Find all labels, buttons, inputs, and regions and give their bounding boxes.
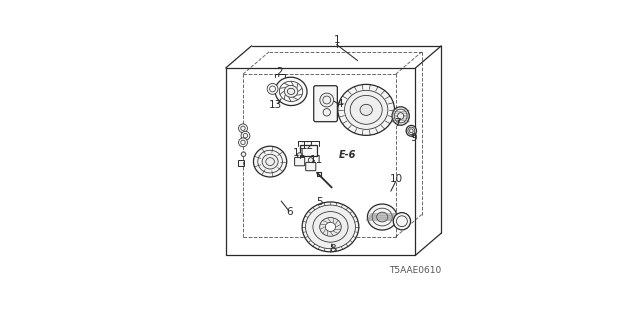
- Ellipse shape: [350, 95, 382, 124]
- Text: 5: 5: [316, 196, 323, 206]
- Ellipse shape: [406, 125, 417, 136]
- Text: 1: 1: [334, 35, 340, 45]
- Circle shape: [267, 84, 278, 94]
- Ellipse shape: [275, 77, 307, 106]
- FancyBboxPatch shape: [294, 157, 305, 166]
- Ellipse shape: [266, 158, 275, 165]
- Ellipse shape: [410, 129, 413, 133]
- Text: 9: 9: [410, 133, 417, 143]
- Text: 10: 10: [390, 174, 403, 184]
- Ellipse shape: [305, 205, 355, 249]
- Text: 4: 4: [337, 99, 343, 109]
- Text: 7: 7: [394, 118, 401, 128]
- Ellipse shape: [325, 222, 335, 231]
- Text: 13: 13: [269, 100, 282, 110]
- Text: 11: 11: [293, 148, 307, 158]
- Circle shape: [239, 138, 248, 147]
- Text: 6: 6: [286, 207, 293, 217]
- Text: 2: 2: [276, 67, 284, 77]
- Circle shape: [241, 131, 250, 140]
- Ellipse shape: [338, 84, 394, 135]
- Text: 8: 8: [330, 244, 336, 253]
- Circle shape: [297, 153, 302, 158]
- Ellipse shape: [253, 146, 287, 177]
- Text: E-6: E-6: [339, 150, 356, 160]
- Ellipse shape: [320, 218, 341, 236]
- Circle shape: [308, 158, 313, 163]
- Text: 11: 11: [310, 155, 324, 164]
- Ellipse shape: [302, 202, 359, 252]
- Ellipse shape: [313, 212, 348, 242]
- FancyBboxPatch shape: [300, 145, 317, 156]
- Circle shape: [320, 93, 333, 107]
- Circle shape: [239, 124, 248, 133]
- Circle shape: [394, 212, 410, 230]
- Ellipse shape: [344, 90, 388, 129]
- Ellipse shape: [397, 113, 404, 119]
- FancyBboxPatch shape: [314, 86, 337, 122]
- Ellipse shape: [367, 204, 397, 230]
- Ellipse shape: [392, 107, 410, 125]
- FancyBboxPatch shape: [306, 162, 316, 171]
- Polygon shape: [241, 152, 246, 156]
- Ellipse shape: [376, 212, 388, 222]
- Ellipse shape: [284, 85, 298, 97]
- FancyBboxPatch shape: [238, 160, 244, 166]
- Ellipse shape: [360, 104, 372, 116]
- Text: 12: 12: [300, 141, 314, 151]
- Circle shape: [323, 108, 330, 116]
- Ellipse shape: [262, 154, 278, 169]
- Text: T5AAE0610: T5AAE0610: [388, 266, 441, 275]
